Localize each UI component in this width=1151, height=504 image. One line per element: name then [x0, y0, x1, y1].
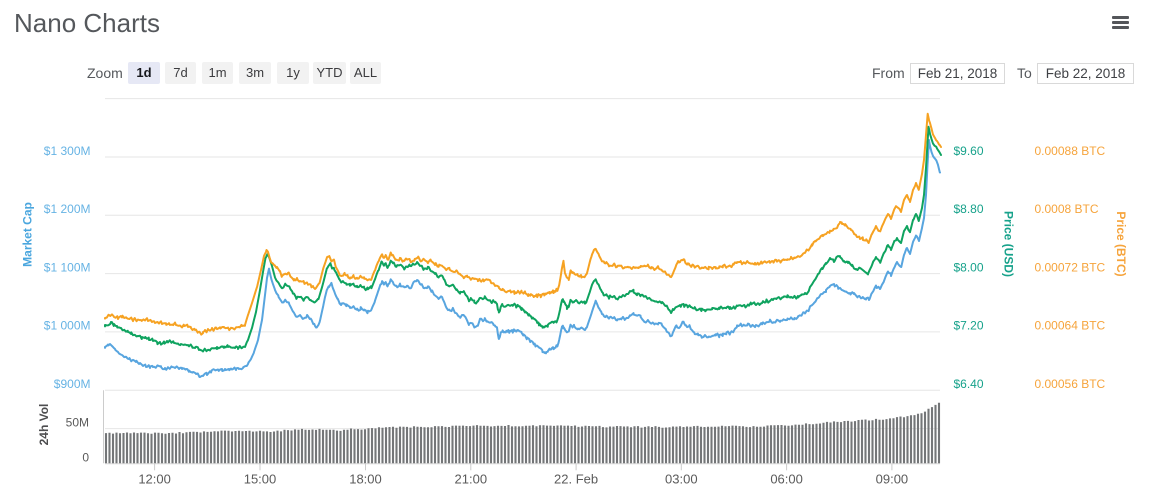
svg-text:$8.00: $8.00: [954, 260, 984, 274]
svg-text:0.00072 BTC: 0.00072 BTC: [1035, 260, 1106, 274]
svg-text:0.00088 BTC: 0.00088 BTC: [1035, 144, 1106, 158]
svg-text:15:00: 15:00: [244, 472, 277, 487]
svg-text:0: 0: [82, 450, 89, 464]
svg-text:0.00064 BTC: 0.00064 BTC: [1035, 319, 1106, 333]
svg-text:$1 100M: $1 100M: [44, 260, 91, 274]
svg-text:24h Vol: 24h Vol: [37, 404, 51, 446]
svg-text:22. Feb: 22. Feb: [554, 472, 598, 487]
svg-text:$9.60: $9.60: [954, 144, 984, 158]
svg-text:$7.20: $7.20: [954, 319, 984, 333]
svg-text:Price (BTC): Price (BTC): [1114, 211, 1128, 276]
svg-text:18:00: 18:00: [349, 472, 382, 487]
svg-text:$8.80: $8.80: [954, 202, 984, 216]
svg-text:0.00056 BTC: 0.00056 BTC: [1035, 377, 1106, 391]
svg-text:$1 300M: $1 300M: [44, 144, 91, 158]
svg-text:09:00: 09:00: [876, 472, 909, 487]
svg-text:$900M: $900M: [54, 377, 91, 391]
svg-text:$6.40: $6.40: [954, 377, 984, 391]
svg-text:50M: 50M: [66, 416, 89, 430]
svg-text:03:00: 03:00: [665, 472, 698, 487]
svg-text:$1 000M: $1 000M: [44, 319, 91, 333]
svg-text:06:00: 06:00: [770, 472, 803, 487]
svg-text:12:00: 12:00: [138, 472, 171, 487]
svg-text:Price (USD): Price (USD): [1002, 211, 1016, 277]
svg-text:Market Cap: Market Cap: [21, 202, 35, 267]
svg-text:0.0008 BTC: 0.0008 BTC: [1035, 202, 1099, 216]
svg-text:$1 200M: $1 200M: [44, 202, 91, 216]
svg-text:21:00: 21:00: [455, 472, 488, 487]
